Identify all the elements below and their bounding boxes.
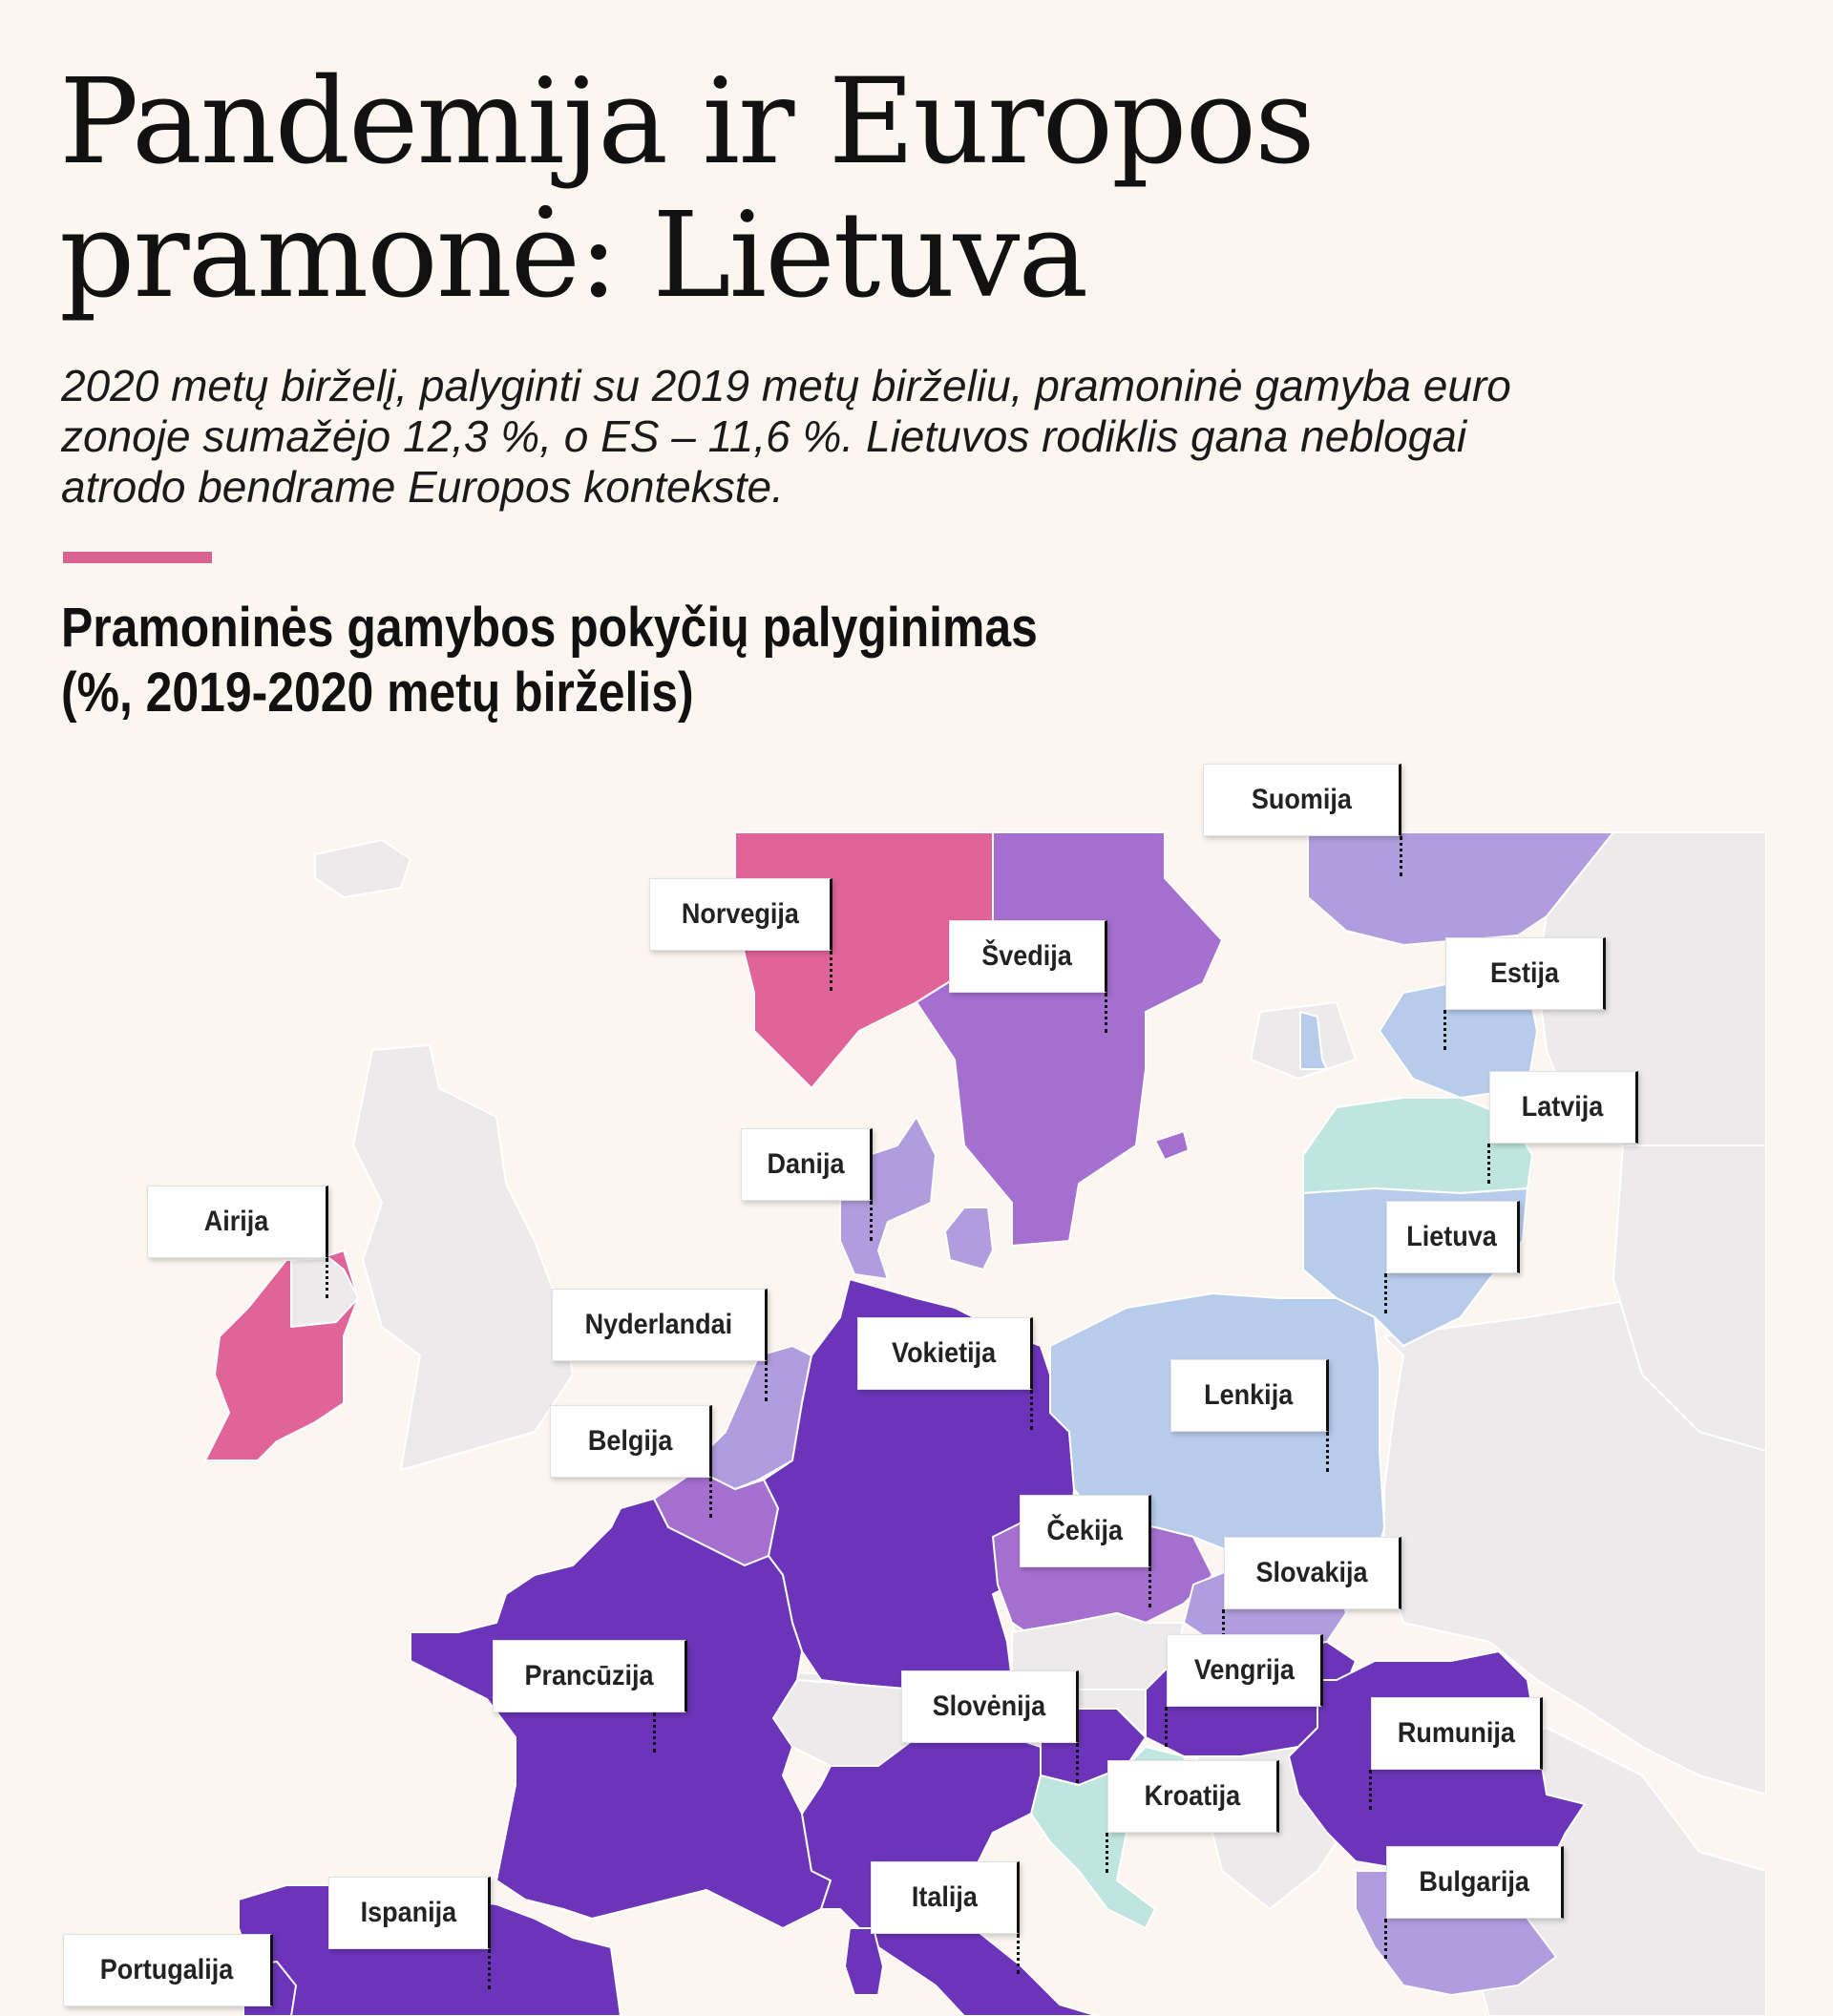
tick-suomija [1400, 836, 1402, 876]
tick-kroatija [1106, 1833, 1108, 1873]
label-ispanija: Ispanija [328, 1877, 491, 1949]
tick-vengrija [1165, 1707, 1168, 1747]
label-vengrija: Vengrija [1167, 1634, 1323, 1707]
tick-danija [870, 1201, 873, 1241]
label-bulgarija: Bulgarija [1386, 1846, 1564, 1919]
label-lenkija: Lenkija [1170, 1359, 1329, 1432]
tick-norvegija [830, 951, 832, 991]
tick-nyderlandai [765, 1361, 768, 1401]
tick-ispanija [488, 1949, 491, 1989]
label-danija: Danija [741, 1128, 873, 1201]
tick-bulgarija [1384, 1919, 1387, 1959]
label-italija: Italija [871, 1861, 1020, 1934]
tick-latvija [1487, 1144, 1490, 1184]
label-latvija: Latvija [1489, 1071, 1638, 1144]
label-portugalija: Portugalija [63, 1934, 273, 2006]
tick-airija [326, 1258, 328, 1298]
tick-slovakija [1222, 1609, 1225, 1649]
region-northern-ireland [290, 1257, 359, 1328]
tick-italija [1017, 1934, 1020, 1974]
page-title: Pandemija ir Europos pramonė: Lietuva [59, 53, 1316, 325]
tick-lietuva [1384, 1273, 1387, 1313]
region-gotland [1154, 1130, 1190, 1161]
tick-vokietija [1030, 1390, 1033, 1430]
label-vokietija: Vokietija [857, 1317, 1033, 1390]
tick-cekija [1148, 1567, 1151, 1607]
label-slovenija: Slovėnija [901, 1670, 1079, 1743]
label-svedija: Švedija [949, 920, 1107, 993]
label-slovakija: Slovakija [1224, 1537, 1401, 1609]
tick-estija [1443, 1010, 1446, 1050]
label-nyderlandai: Nyderlandai [552, 1289, 768, 1361]
label-kroatija: Kroatija [1107, 1760, 1279, 1833]
label-rumunija: Rumunija [1371, 1697, 1543, 1770]
tick-slovenija [1076, 1743, 1079, 1783]
chart-subtitle: Pramoninės gamybos pokyčių palyginimas (… [61, 597, 1038, 724]
label-prancuzija: Prancūzija [493, 1640, 687, 1712]
tick-belgija [709, 1478, 712, 1518]
region-prancuzija [410, 1498, 832, 1929]
region-zealand [944, 1207, 994, 1270]
label-suomija: Suomija [1203, 764, 1401, 836]
region-danija [839, 1116, 937, 1280]
tick-lenkija [1326, 1432, 1329, 1472]
region-saaremaa [1299, 1011, 1328, 1070]
label-cekija: Čekija [1020, 1495, 1151, 1567]
tick-prancuzija [653, 1712, 656, 1753]
label-belgija: Belgija [550, 1405, 712, 1478]
label-norvegija: Norvegija [649, 878, 832, 951]
label-estija: Estija [1445, 937, 1606, 1010]
label-airija: Airija [147, 1186, 328, 1258]
lead-paragraph: 2020 metų birželį, palyginti su 2019 met… [61, 361, 1511, 512]
tick-rumunija [1369, 1770, 1372, 1810]
tick-svedija [1105, 993, 1107, 1033]
label-lietuva: Lietuva [1386, 1201, 1520, 1273]
accent-rule [63, 552, 212, 563]
